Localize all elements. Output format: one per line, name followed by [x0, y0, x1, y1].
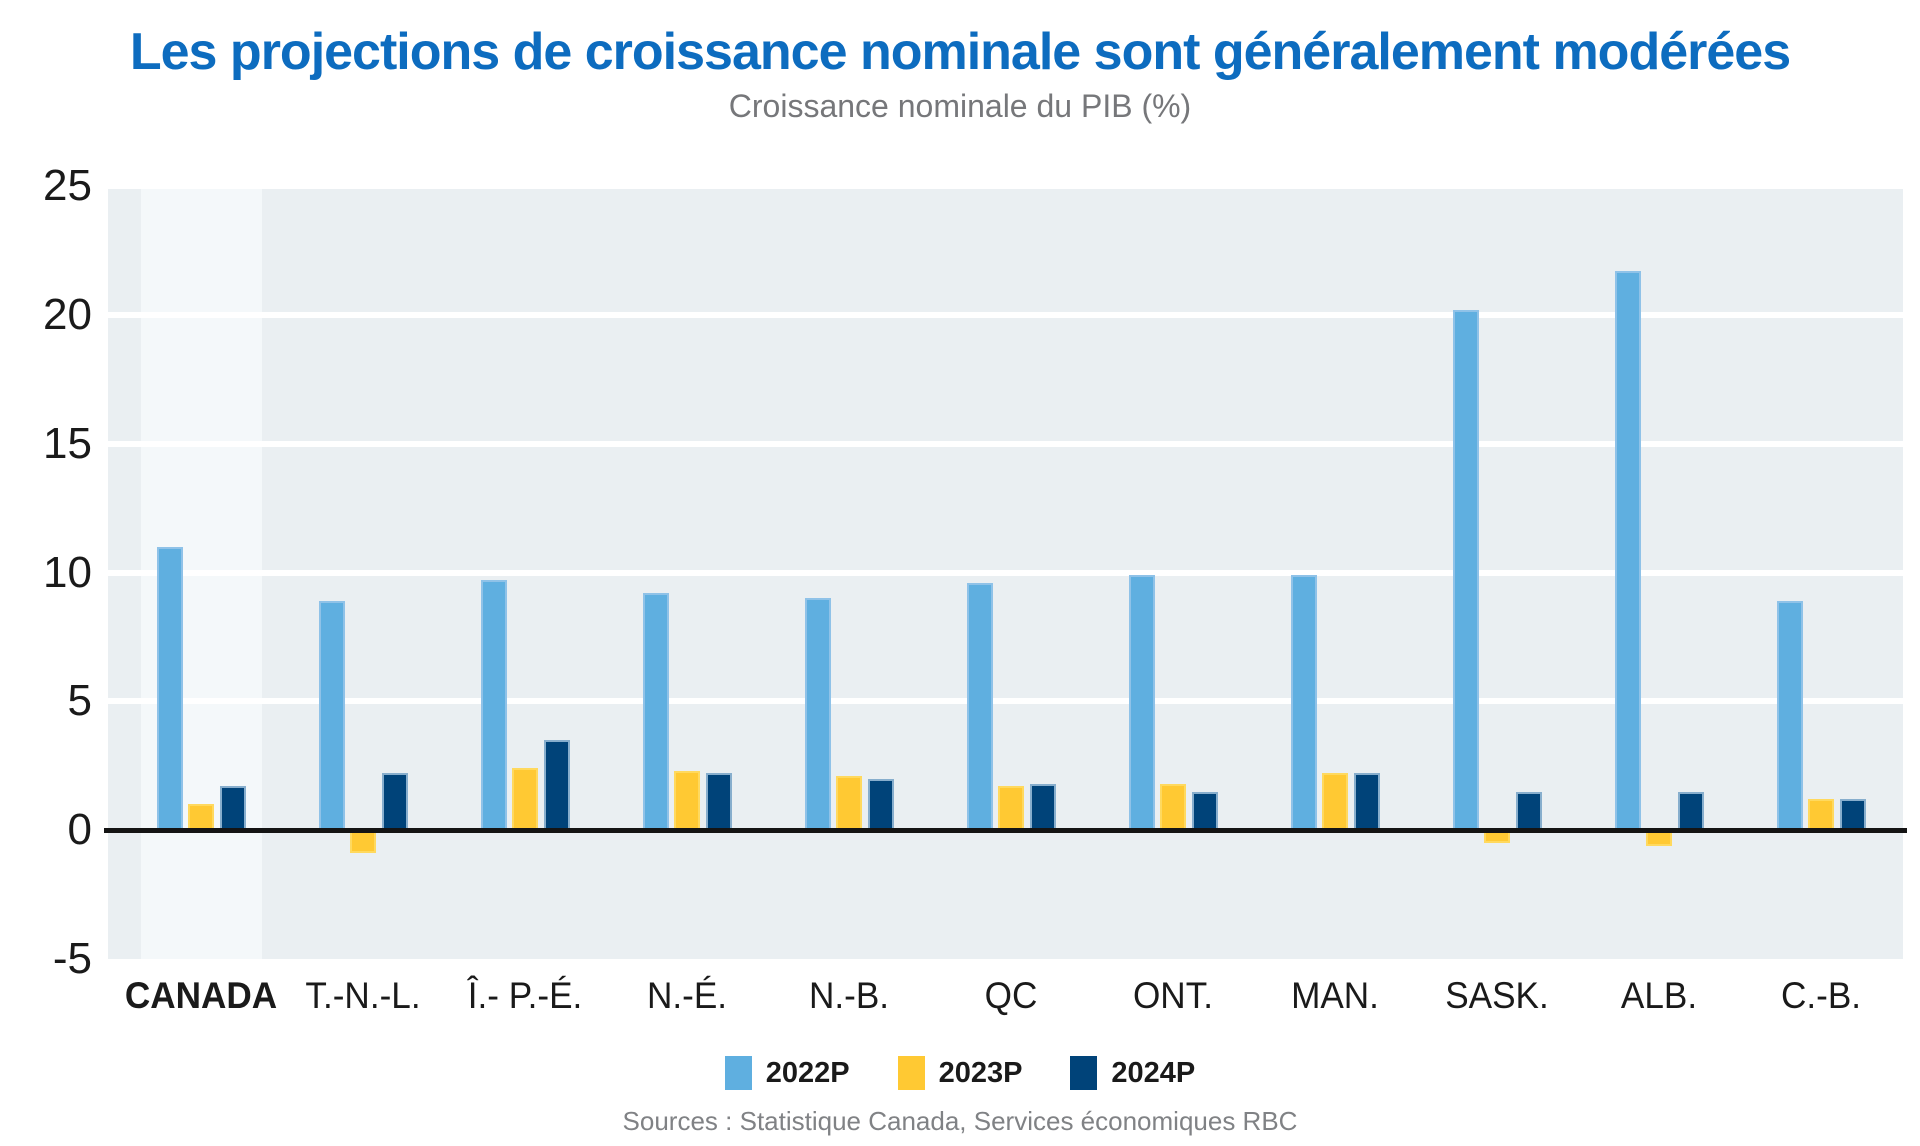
x-tick-SASK: SASK.	[1445, 975, 1549, 1016]
y-tick-5: 5	[67, 676, 92, 726]
legend-swatch-2022P	[724, 1056, 752, 1090]
bar-CANADA-2022P	[156, 546, 183, 831]
bar-N-2024P	[705, 773, 732, 831]
x-tick-CB: C.-B.	[1780, 975, 1862, 1016]
bar-TNL-2022P	[318, 600, 345, 831]
gridline-20	[108, 311, 1903, 318]
bar-QC-2023P	[998, 786, 1024, 831]
bar-SASK-2024P	[1515, 791, 1542, 831]
bar-CB-2022P	[1776, 600, 1803, 831]
legend-item-2023P: 2023P	[897, 1056, 1023, 1090]
bar-TNL-2024P	[381, 773, 408, 831]
source-note: Sources : Statistique Canada, Services é…	[622, 1106, 1298, 1136]
x-tick-CANADA: CANADA	[124, 975, 278, 1016]
y-tick-10: 10	[43, 547, 92, 597]
y-tick--5: -5	[52, 934, 92, 983]
legend-item-2024P: 2024P	[1070, 1056, 1195, 1090]
x-tick-MAN: MAN.	[1291, 975, 1379, 1016]
bar-MAN-2023P	[1322, 773, 1348, 831]
gridline-5	[108, 698, 1903, 705]
bar-QC-2024P	[1029, 783, 1056, 831]
bar-SASK-2022P	[1452, 309, 1479, 831]
bar-N-2023P	[674, 770, 700, 831]
bar-ALB-2024P	[1677, 791, 1704, 831]
bar-QC-2022P	[966, 582, 993, 831]
bar-P-2022P	[480, 580, 507, 831]
bar-P-2023P	[512, 768, 538, 831]
bar-CANADA-2023P	[188, 804, 214, 831]
x-tick-ONT: ONT.	[1132, 975, 1214, 1016]
x-tick-QC: QC	[984, 975, 1038, 1016]
gridline-10	[108, 569, 1903, 576]
bar-P-2024P	[543, 739, 570, 831]
bar-TNL-2023P	[350, 830, 376, 854]
bar-ALB-2022P	[1614, 271, 1641, 831]
y-tick-25: 25	[43, 161, 92, 210]
bar-MAN-2022P	[1290, 575, 1317, 831]
legend-label-2024P: 2024P	[1111, 1056, 1196, 1089]
bar-ONT-2022P	[1128, 575, 1155, 831]
legend-swatch-2024P	[1070, 1056, 1098, 1090]
bar-CB-2024P	[1839, 799, 1866, 831]
bar-CANADA-2024P	[219, 786, 246, 831]
x-tick-ALB: ALB.	[1620, 975, 1698, 1016]
legend-swatch-2023P	[897, 1056, 925, 1090]
bar-NB-2024P	[867, 778, 894, 831]
chart-subtitle: Croissance nominale du PIB (%)	[728, 88, 1192, 124]
y-tick-20: 20	[43, 289, 92, 339]
y-tick-15: 15	[43, 418, 92, 468]
bar-NB-2022P	[804, 598, 831, 831]
bar-N-2022P	[642, 593, 669, 831]
bar-NB-2023P	[836, 776, 862, 831]
x-tick-NB: N.-B.	[808, 975, 890, 1016]
zero-axis-line	[104, 828, 1907, 834]
y-tick-0: 0	[67, 805, 92, 855]
x-tick-TNL: T.-N.-L.	[305, 975, 421, 1016]
plot-area	[104, 183, 1907, 959]
legend-item-2022P: 2022P	[724, 1056, 850, 1090]
bar-ONT-2023P	[1160, 783, 1186, 831]
chart-title: Les projections de croissance nominale s…	[129, 23, 1791, 81]
bar-ONT-2024P	[1191, 791, 1218, 831]
x-tick-N: N.-É.	[646, 975, 728, 1016]
x-tick-P: Î.- P.-É.	[467, 975, 583, 1016]
legend-label-2023P: 2023P	[938, 1056, 1023, 1089]
gridline-25	[108, 183, 1903, 189]
legend-label-2022P: 2022P	[765, 1056, 850, 1089]
legend: 2022P 2023P 2024P	[0, 1056, 1920, 1090]
gridline-15	[108, 440, 1903, 447]
bar-MAN-2024P	[1353, 773, 1380, 831]
bar-CB-2023P	[1808, 799, 1834, 831]
